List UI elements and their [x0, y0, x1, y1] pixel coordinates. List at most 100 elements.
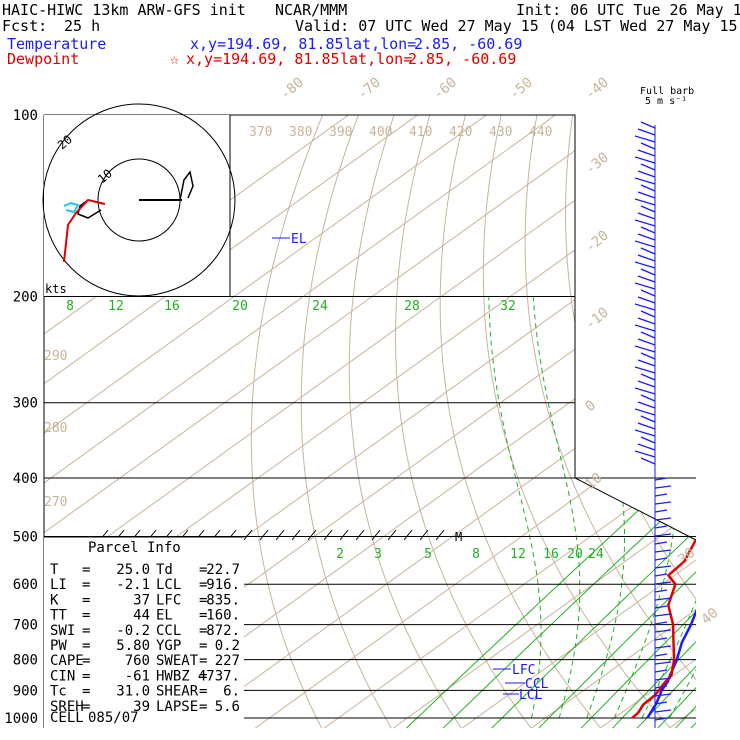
- mean-layer-marker: M: [455, 530, 462, 544]
- wind-barb: [654, 533, 672, 537]
- moist-adiabat-line: [669, 296, 696, 719]
- level-hatch-mark: [307, 529, 317, 541]
- mixing-ratio-label: 8: [472, 547, 480, 562]
- wind-barb: [654, 581, 672, 585]
- wind-barb: [640, 457, 656, 465]
- parcel-value: 37: [133, 592, 150, 608]
- parcel-eq: =: [199, 577, 207, 593]
- hodograph-ring-outer: [42, 103, 236, 297]
- parcel-value: 760: [125, 653, 150, 669]
- mixing-ratio-label: 20: [232, 299, 248, 314]
- parcel-key: Tc: [50, 684, 67, 700]
- theta-label: 410: [409, 125, 432, 140]
- theta-label: 390: [329, 125, 352, 140]
- moist-adiabat-line: [585, 296, 626, 719]
- level-hatch-mark: [435, 529, 445, 541]
- mixing-ratio-line: [440, 282, 696, 728]
- parcel-eq: =: [199, 668, 207, 684]
- wind-barb: [640, 121, 656, 129]
- wind-barb: [654, 485, 672, 489]
- wind-barb: [654, 605, 668, 609]
- wind-barb: [634, 282, 656, 290]
- mixing-ratio-label: 16: [543, 547, 559, 562]
- parcel-value: 31.0: [116, 684, 150, 700]
- wind-barb: [654, 645, 672, 649]
- wind-barb: [654, 629, 672, 633]
- hodograph-trace-upper: [139, 170, 194, 201]
- mixing-ratio-label: 16: [164, 299, 180, 314]
- lfc-label: LFC: [512, 663, 535, 678]
- parcel-value: -61: [125, 668, 150, 684]
- parcel-key: PW: [50, 638, 67, 654]
- parcel-eq: =: [199, 684, 207, 700]
- parcel-key: Td: [156, 562, 173, 578]
- parcel-key: T: [50, 562, 59, 578]
- parcel-value: 4737.: [198, 668, 240, 684]
- wind-barb: [634, 303, 656, 311]
- model-title: HAIC-HIWC 13km ARW-GFS init: [2, 1, 246, 19]
- parcel-eq: =: [82, 608, 90, 624]
- wind-barb: [654, 621, 668, 625]
- moist-adiabat-line: [725, 297, 740, 719]
- theta-label: 380: [289, 125, 312, 140]
- parcel-value: -2.1: [116, 577, 150, 593]
- parcel-eq: =: [82, 592, 90, 608]
- pressure-tick-label: 300: [13, 396, 38, 412]
- wind-barb: [654, 653, 668, 657]
- mixing-ratio-line: [578, 282, 696, 728]
- wind-barb: [654, 589, 668, 593]
- theta-label: 440: [529, 125, 552, 140]
- hodograph-inset: 10 20 kts: [42, 103, 236, 297]
- forecast-hour: 25 h: [64, 17, 101, 35]
- wind-barb: [654, 637, 668, 641]
- theta-label: 430: [489, 125, 512, 140]
- wind-barb: [637, 212, 656, 220]
- wind-barb: [637, 149, 656, 157]
- parcel-eq: =: [82, 653, 90, 669]
- mixing-ratio-label: 12: [108, 299, 124, 314]
- isotherm-line: [44, 115, 696, 728]
- hodograph-shear-vector: [63, 198, 106, 263]
- valid-time: Valid: 07 UTC Wed 27 May 15 (04 LST Wed …: [295, 17, 740, 35]
- wind-barb: [637, 170, 656, 178]
- mixing-ratio-line: [535, 282, 696, 728]
- cell-label: CELL: [50, 710, 84, 726]
- wind-barb: [640, 415, 656, 423]
- dewpoint-profile: [631, 115, 696, 719]
- wind-barb: [654, 701, 668, 705]
- temperature-legend: Temperature: [7, 35, 107, 53]
- parcel-eq: =: [199, 562, 207, 578]
- wind-barb: [634, 240, 656, 248]
- isotherm-label: -30: [582, 150, 612, 179]
- moist-adiabat-line: [697, 297, 740, 719]
- mixing-ratio-label: 2: [336, 547, 344, 562]
- sounding-profiles: [631, 115, 696, 719]
- parcel-key: LAPSE: [156, 699, 198, 715]
- parcel-eq: =: [199, 608, 207, 624]
- wind-barb: [640, 310, 656, 318]
- parcel-value: 160.: [206, 608, 240, 624]
- isotherm-line: [458, 115, 696, 728]
- wind-barb: [640, 331, 656, 339]
- theta-label: 420: [449, 125, 472, 140]
- isotherm-line: [665, 115, 696, 728]
- isotherm-label: -70: [354, 75, 384, 104]
- pressure-tick-label: 400: [13, 471, 38, 487]
- moist-adiabat-line: [488, 296, 542, 719]
- parcel-key: LI: [50, 577, 67, 593]
- wind-barb: [654, 709, 672, 713]
- isotherm-label: -20: [582, 228, 612, 257]
- isotherm-line: [527, 115, 696, 728]
- init-time: Init: 06 UTC Tue 26 May 15: [516, 1, 740, 19]
- wind-barb: [640, 163, 656, 171]
- hodograph-background: [44, 115, 230, 296]
- hodograph-storm-motion: [63, 201, 80, 214]
- isotherm-label: 0: [582, 397, 599, 415]
- isotherm-line: [389, 115, 696, 728]
- wind-barb: [654, 541, 668, 545]
- isotherm-line: [44, 115, 437, 728]
- theta-label: 400: [369, 125, 392, 140]
- isotherm-line: [44, 115, 644, 728]
- hodograph-trace-lower: [77, 199, 102, 219]
- mixing-ratio-line: [488, 282, 696, 728]
